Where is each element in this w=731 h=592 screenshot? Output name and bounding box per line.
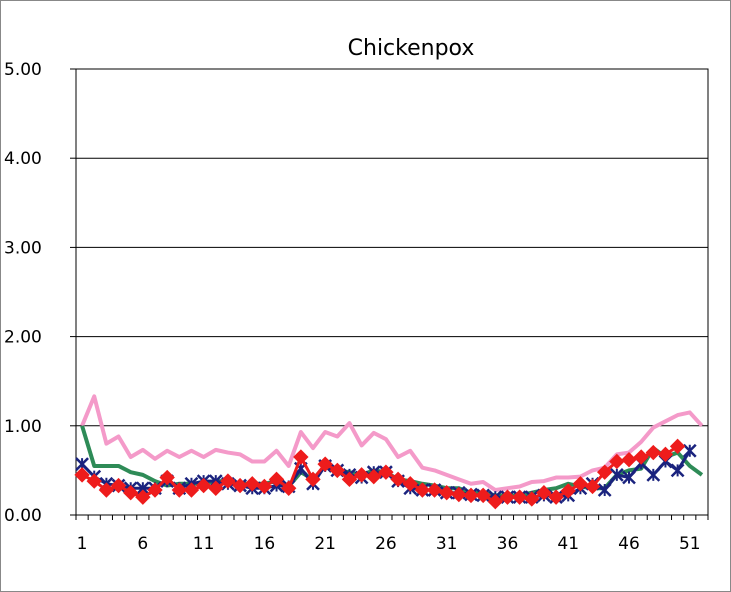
data-point-diamond: [487, 493, 504, 510]
y-tick-label: 0.00: [4, 506, 42, 526]
data-point-diamond: [122, 484, 139, 501]
x-tick-label: 41: [557, 534, 579, 554]
data-point-diamond: [110, 477, 127, 494]
data-point-diamond: [293, 449, 309, 465]
data-point-x: [682, 443, 697, 458]
data-point-diamond: [475, 487, 491, 504]
data-point-diamond: [609, 453, 625, 470]
data-point-diamond: [268, 471, 285, 488]
data-point-diamond: [366, 468, 382, 485]
data-point-diamond: [669, 438, 686, 455]
data-point-diamond: [244, 476, 260, 492]
data-point-diamond: [329, 462, 346, 479]
x-tick-label: 1: [77, 534, 88, 554]
data-point-diamond: [147, 482, 163, 498]
data-point-diamond: [135, 489, 151, 505]
series-line: [80, 394, 704, 493]
y-tick-label: 4.00: [4, 149, 42, 169]
x-tick-label: 36: [497, 534, 519, 554]
data-point-diamond: [256, 478, 273, 495]
data-point-diamond: [86, 473, 102, 489]
data-point-diamond: [195, 477, 212, 494]
x-tick-label: 46: [618, 534, 640, 554]
data-point-diamond: [280, 480, 297, 496]
data-point-diamond: [511, 489, 528, 505]
y-tick-label: 2.00: [4, 328, 42, 348]
data-point-diamond: [451, 486, 467, 503]
data-point-diamond: [584, 478, 601, 495]
data-point-diamond: [353, 467, 370, 483]
data-point-x: [609, 467, 624, 482]
data-point-diamond: [390, 471, 406, 488]
data-point-diamond: [657, 446, 674, 463]
data-point-x: [622, 470, 636, 485]
x-tick-label: 31: [436, 534, 458, 554]
data-point-diamond: [341, 471, 358, 488]
x-tick-label: 51: [679, 534, 701, 554]
data-point-diamond: [98, 482, 115, 498]
data-point-x: [670, 463, 685, 478]
data-point-diamond: [499, 489, 516, 505]
x-tick-label: 21: [314, 534, 336, 554]
data-point-diamond: [524, 491, 540, 507]
data-point-diamond: [560, 483, 576, 499]
data-point-diamond: [402, 476, 418, 492]
data-point-diamond: [548, 489, 564, 505]
data-point-diamond: [220, 473, 236, 489]
data-point-diamond: [305, 471, 321, 488]
data-point-x: [597, 483, 612, 497]
data-point-diamond: [621, 451, 637, 468]
x-tick-label: 6: [137, 534, 148, 554]
x-tick-label: 11: [193, 534, 215, 554]
data-point-diamond: [378, 464, 394, 480]
data-point-diamond: [596, 464, 613, 480]
y-tick-label: 5.00: [4, 60, 42, 80]
y-tick-label: 1.00: [4, 417, 42, 437]
data-point-diamond: [208, 480, 224, 496]
data-point-diamond: [183, 482, 200, 498]
data-point-x: [646, 467, 661, 482]
data-point-diamond: [74, 467, 90, 483]
x-tick-label: 16: [254, 534, 276, 554]
x-tick-label: 26: [375, 534, 397, 554]
data-point-diamond: [536, 484, 552, 501]
data-point-diamond: [645, 444, 662, 461]
data-point-diamond: [414, 482, 431, 498]
axes: 0.001.002.003.004.005.001 6 11 16 21 26 31 36 41…: [4, 60, 709, 554]
gridlines: [76, 157, 708, 427]
data-point-diamond: [232, 477, 248, 494]
data-point-diamond: [171, 482, 188, 498]
data-point-diamond: [463, 487, 479, 504]
series-4: [74, 438, 686, 510]
data-point-diamond: [426, 482, 443, 498]
chart-title: Chickenpox: [348, 36, 475, 61]
data-point-diamond: [572, 476, 589, 492]
series-1: [80, 394, 704, 493]
series-layer: [74, 394, 704, 510]
data-point-diamond: [633, 449, 649, 465]
y-tick-label: 3.00: [4, 238, 42, 258]
data-point-diamond: [438, 484, 455, 501]
data-point-diamond: [159, 469, 175, 486]
data-point-diamond: [317, 456, 333, 472]
